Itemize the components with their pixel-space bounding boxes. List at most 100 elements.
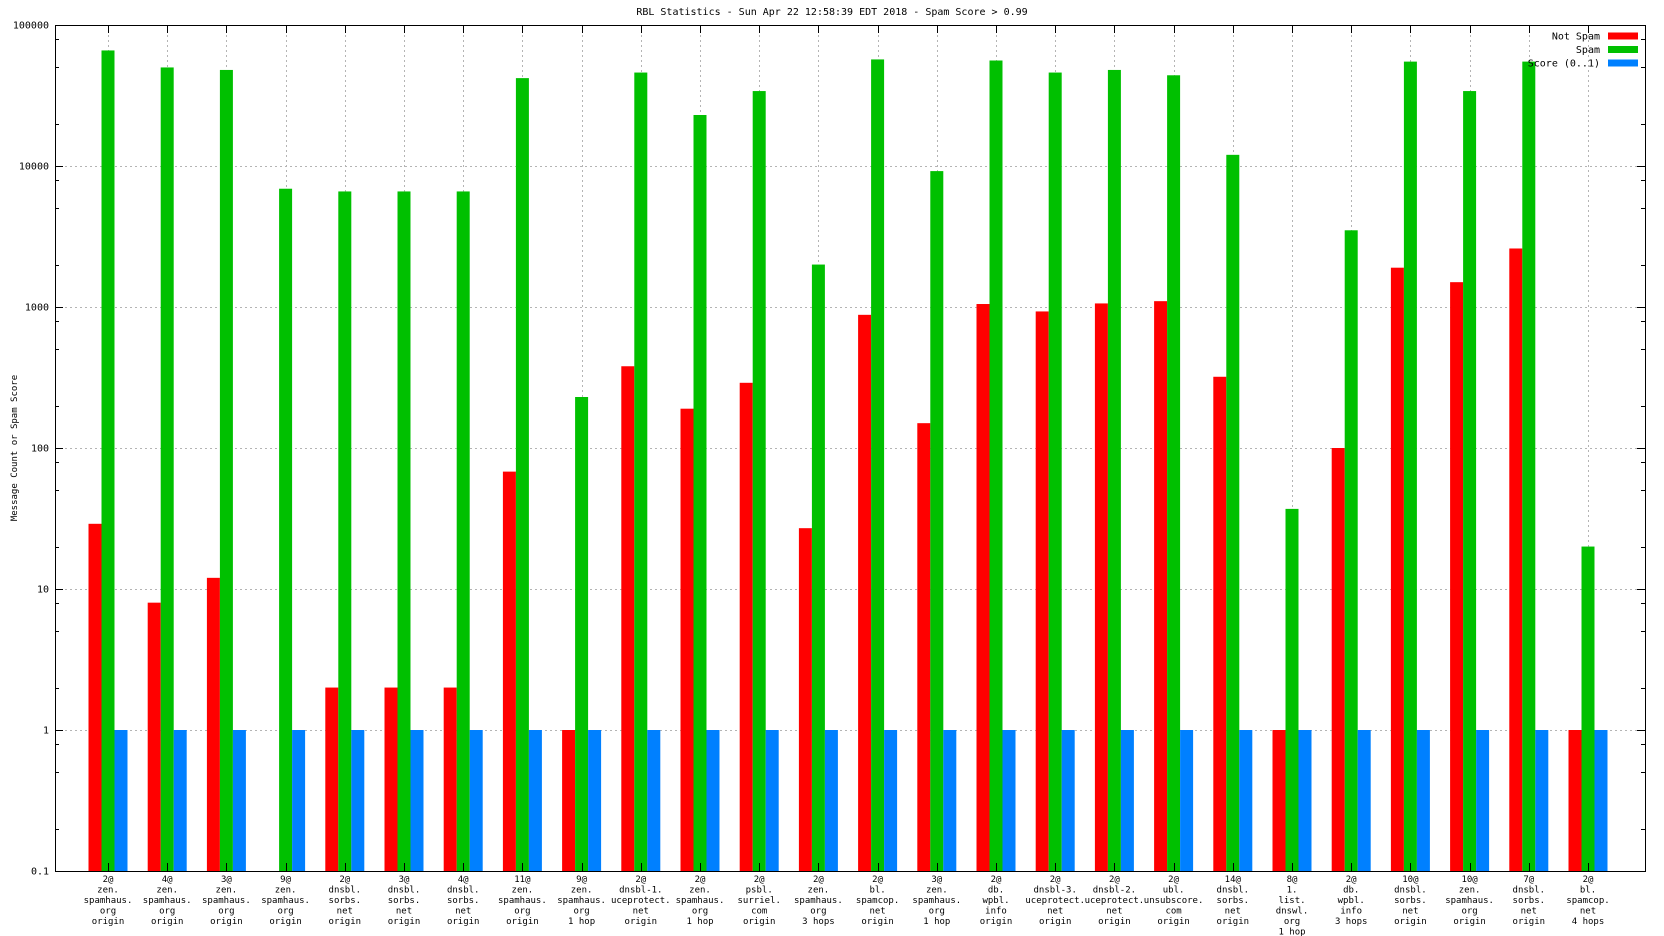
x-category-label: 10@ bbox=[1402, 875, 1419, 885]
x-category-label: zen. bbox=[97, 886, 119, 896]
x-category-label: org bbox=[929, 907, 945, 917]
x-category-label: 1 hop bbox=[923, 917, 950, 927]
x-category-label: origin bbox=[625, 917, 658, 927]
x-category-label: org bbox=[277, 907, 293, 917]
bar-score bbox=[943, 730, 957, 871]
x-category-label: db. bbox=[988, 886, 1004, 896]
y-tick-label: 1 bbox=[43, 726, 49, 737]
x-category-label: origin bbox=[861, 917, 894, 927]
x-category-label: zen. bbox=[216, 886, 238, 896]
x-category-label: wpbl. bbox=[1338, 896, 1365, 906]
x-category-label: zen. bbox=[689, 886, 711, 896]
x-category-label: 14@ bbox=[1225, 875, 1242, 885]
bar-spam bbox=[338, 191, 352, 871]
bar-score bbox=[647, 730, 661, 871]
x-category-label: 2@ bbox=[695, 875, 706, 885]
bar-spam bbox=[1344, 230, 1358, 872]
x-category-label: spamhaus. bbox=[557, 896, 606, 906]
x-category-label: 4@ bbox=[458, 875, 469, 885]
x-category-label: dnsbl. bbox=[1513, 886, 1546, 896]
bar-not-spam bbox=[621, 366, 635, 871]
bar-score bbox=[1594, 730, 1608, 871]
y-tick-label: 0.1 bbox=[31, 867, 49, 878]
x-category-label: 2@ bbox=[1346, 875, 1357, 885]
x-category-label: sorbs. bbox=[1394, 896, 1427, 906]
bar-score bbox=[1298, 730, 1312, 871]
x-category-label: 11@ bbox=[514, 875, 531, 885]
x-category-label: net bbox=[1106, 907, 1122, 917]
x-category-label: 2@ bbox=[1583, 875, 1594, 885]
bar-spam bbox=[752, 91, 766, 872]
bar-score bbox=[1476, 730, 1490, 871]
bar-spam bbox=[930, 171, 944, 872]
bar-not-spam bbox=[1509, 248, 1523, 871]
x-category-label: sorbs. bbox=[447, 896, 480, 906]
x-category-label: com bbox=[751, 907, 767, 917]
x-category-label: 2@ bbox=[754, 875, 765, 885]
y-tick-label: 10000 bbox=[19, 162, 49, 173]
bar-not-spam bbox=[562, 730, 576, 871]
bar-not-spam bbox=[502, 471, 516, 871]
bar-spam bbox=[279, 188, 293, 871]
bar-spam bbox=[1167, 75, 1181, 871]
bar-spam bbox=[1107, 69, 1121, 871]
x-category-label: surriel. bbox=[738, 896, 781, 906]
x-category-label: bl. bbox=[869, 886, 885, 896]
x-category-label: zen. bbox=[926, 886, 948, 896]
y-tick-label: 100 bbox=[31, 444, 49, 455]
x-category-label: dnsbl-3. bbox=[1034, 886, 1077, 896]
bar-not-spam bbox=[1331, 448, 1345, 871]
x-category-label: dnsbl. bbox=[329, 886, 362, 896]
x-category-label: 8@ bbox=[1287, 875, 1298, 885]
x-category-label: org bbox=[159, 907, 175, 917]
x-category-label: spamhaus. bbox=[261, 896, 310, 906]
x-category-label: 3 hops bbox=[802, 917, 835, 927]
legend-label: Spam bbox=[1576, 45, 1600, 56]
bar-score bbox=[351, 730, 365, 871]
x-category-label: origin bbox=[1039, 917, 1072, 927]
x-category-label: wpbl. bbox=[982, 896, 1009, 906]
x-category-label: zen. bbox=[808, 886, 830, 896]
bar-not-spam bbox=[88, 523, 102, 871]
bar-score bbox=[528, 730, 542, 871]
x-category-label: org bbox=[692, 907, 708, 917]
x-category-label: 2@ bbox=[872, 875, 883, 885]
x-category-label: sorbs. bbox=[388, 896, 421, 906]
x-category-label: origin bbox=[1157, 917, 1190, 927]
x-category-label: spamhaus. bbox=[676, 896, 725, 906]
x-category-label: 2@ bbox=[1050, 875, 1061, 885]
x-category-label: spamhaus. bbox=[498, 896, 547, 906]
bar-score bbox=[1239, 730, 1253, 871]
x-category-label: origin bbox=[388, 917, 421, 927]
bar-score bbox=[765, 730, 779, 871]
bar-not-spam bbox=[739, 382, 753, 871]
bar-score bbox=[232, 730, 246, 871]
bar-not-spam bbox=[976, 304, 990, 871]
x-category-label: org bbox=[1284, 917, 1300, 927]
y-axis-title: Message Count or Spam Score bbox=[10, 374, 20, 522]
x-category-label: dnsbl. bbox=[1217, 886, 1250, 896]
bar-spam bbox=[1522, 61, 1536, 871]
x-category-label: db. bbox=[1343, 886, 1359, 896]
bar-score bbox=[410, 730, 424, 871]
bar-not-spam bbox=[206, 577, 220, 871]
x-category-label: 2@ bbox=[1168, 875, 1179, 885]
x-category-label: net bbox=[869, 907, 885, 917]
y-tick-label: 100000 bbox=[13, 21, 49, 32]
x-category-label: info bbox=[1340, 907, 1362, 917]
bar-spam bbox=[1463, 91, 1477, 872]
bar-not-spam bbox=[858, 314, 872, 871]
x-category-label: 2@ bbox=[103, 875, 114, 885]
bar-spam bbox=[1403, 61, 1417, 871]
x-category-label: origin bbox=[743, 917, 776, 927]
bar-score bbox=[706, 730, 720, 871]
bar-spam bbox=[515, 78, 529, 872]
legend-swatch bbox=[1608, 46, 1638, 53]
x-category-label: dnsbl. bbox=[388, 886, 421, 896]
bar-not-spam bbox=[1390, 267, 1404, 871]
x-category-label: 9@ bbox=[280, 875, 291, 885]
bar-not-spam bbox=[1094, 303, 1108, 871]
x-category-label: sorbs. bbox=[1513, 896, 1546, 906]
x-category-label: origin bbox=[447, 917, 480, 927]
